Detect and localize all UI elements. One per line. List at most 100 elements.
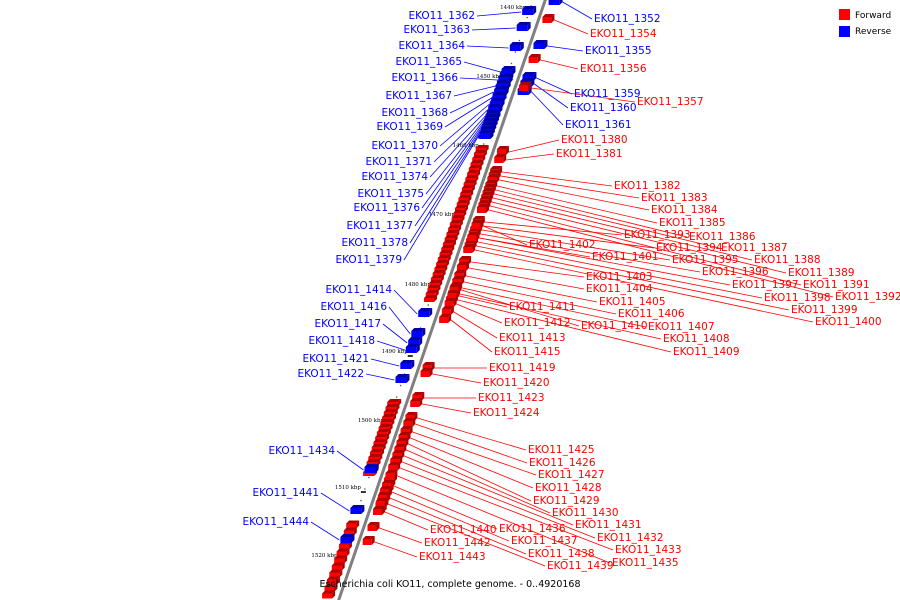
gene-label-eko11-1400[interactable]: EKO11_1400	[815, 316, 882, 328]
gene-label-eko11-1356[interactable]: EKO11_1356	[580, 63, 647, 75]
gene-label-eko11-1393[interactable]: EKO11_1393	[624, 229, 691, 241]
gene-label-eko11-1352[interactable]: EKO11_1352	[594, 13, 661, 25]
gene-label-eko11-1355[interactable]: EKO11_1355	[585, 45, 652, 57]
gene-label-eko11-1396[interactable]: EKO11_1396	[702, 266, 769, 278]
gene-label-eko11-1398[interactable]: EKO11_1398	[764, 292, 831, 304]
gene-label-eko11-1444[interactable]: EKO11_1444	[242, 516, 309, 528]
gene-label-eko11-1440[interactable]: EKO11_1440	[430, 524, 497, 536]
gene-label-eko11-1410[interactable]: EKO11_1410	[581, 320, 648, 332]
gene-label-eko11-1382[interactable]: EKO11_1382	[614, 180, 681, 192]
gene-label-eko11-1427[interactable]: EKO11_1427	[538, 469, 605, 481]
gene-label-eko11-1391[interactable]: EKO11_1391	[803, 279, 870, 291]
gene-label-eko11-1395[interactable]: EKO11_1395	[672, 254, 739, 266]
gene-label-eko11-1387[interactable]: EKO11_1387	[721, 242, 788, 254]
gene-label-eko11-1385[interactable]: EKO11_1385	[659, 217, 726, 229]
gene-label-eko11-1436[interactable]: EKO11_1436	[499, 523, 566, 535]
gene-label-eko11-1414[interactable]: EKO11_1414	[325, 284, 392, 296]
gene-label-eko11-1418[interactable]: EKO11_1418	[308, 335, 375, 347]
gene-label-eko11-1376[interactable]: EKO11_1376	[353, 202, 420, 214]
gene-label-eko11-1394[interactable]: EKO11_1394	[656, 242, 723, 254]
gene-label-eko11-1397[interactable]: EKO11_1397	[732, 279, 799, 291]
gene-label-eko11-1368[interactable]: EKO11_1368	[381, 107, 448, 119]
gene-label-eko11-1402[interactable]: EKO11_1402	[529, 239, 596, 251]
gene-label-eko11-1437[interactable]: EKO11_1437	[511, 535, 578, 547]
gene-label-eko11-1430[interactable]: EKO11_1430	[552, 507, 619, 519]
gene-label-eko11-1354[interactable]: EKO11_1354	[590, 28, 657, 40]
gene-label-eko11-1406[interactable]: EKO11_1406	[618, 308, 685, 320]
gene-label-eko11-1417[interactable]: EKO11_1417	[314, 318, 381, 330]
gene-feature	[340, 534, 355, 543]
gene-label-eko11-1369[interactable]: EKO11_1369	[376, 121, 443, 133]
gene-label-eko11-1415[interactable]: EKO11_1415	[494, 346, 561, 358]
gene-label-eko11-1441[interactable]: EKO11_1441	[252, 487, 319, 499]
gene-label-eko11-1407[interactable]: EKO11_1407	[648, 321, 715, 333]
gene-label-eko11-1420[interactable]: EKO11_1420	[483, 377, 550, 389]
gene-label-eko11-1392[interactable]: EKO11_1392	[835, 291, 900, 303]
gene-label-eko11-1389[interactable]: EKO11_1389	[788, 267, 855, 279]
tick-label: 1470 kbp	[429, 212, 456, 218]
gene-label-eko11-1434[interactable]: EKO11_1434	[268, 445, 335, 457]
gene-label-eko11-1371[interactable]: EKO11_1371	[365, 156, 432, 168]
gene-label-eko11-1433[interactable]: EKO11_1433	[615, 544, 682, 556]
gene-label-eko11-1359[interactable]: EKO11_1359	[574, 88, 641, 100]
leader-line	[497, 185, 658, 224]
gene-label-eko11-1366[interactable]: EKO11_1366	[391, 72, 458, 84]
gene-label-eko11-1357[interactable]: EKO11_1357	[637, 96, 704, 108]
gene-label-eko11-1432[interactable]: EKO11_1432	[597, 532, 664, 544]
gene-label-eko11-1405[interactable]: EKO11_1405	[599, 296, 666, 308]
gene-label-eko11-1443[interactable]: EKO11_1443	[419, 551, 486, 563]
gene-label-eko11-1403[interactable]: EKO11_1403	[586, 271, 653, 283]
gene-label-eko11-1399[interactable]: EKO11_1399	[791, 304, 858, 316]
gene-label-eko11-1442[interactable]: EKO11_1442	[424, 537, 491, 549]
gene-label-eko11-1370[interactable]: EKO11_1370	[371, 140, 438, 152]
gene-label-eko11-1419[interactable]: EKO11_1419	[489, 362, 556, 374]
gene-label-eko11-1423[interactable]: EKO11_1423	[478, 392, 545, 404]
gene-label-eko11-1426[interactable]: EKO11_1426	[529, 457, 596, 469]
gene-label-eko11-1411[interactable]: EKO11_1411	[509, 301, 576, 313]
gene-label-eko11-1439[interactable]: EKO11_1439	[547, 560, 614, 572]
gene-label-eko11-1401[interactable]: EKO11_1401	[592, 251, 659, 263]
gene-label-eko11-1361[interactable]: EKO11_1361	[565, 119, 632, 131]
gene-label-eko11-1378[interactable]: EKO11_1378	[341, 237, 408, 249]
gene-label-eko11-1404[interactable]: EKO11_1404	[586, 283, 653, 295]
gene-label-eko11-1409[interactable]: EKO11_1409	[673, 346, 740, 358]
gene-label-eko11-1386[interactable]: EKO11_1386	[689, 231, 756, 243]
gene-label-eko11-1363[interactable]: EKO11_1363	[403, 24, 470, 36]
gene-label-eko11-1374[interactable]: EKO11_1374	[361, 171, 428, 183]
gene-label-eko11-1384[interactable]: EKO11_1384	[651, 204, 718, 216]
leader-line	[484, 221, 623, 236]
gene-labels: EKO11_1362 EKO11_1363 EKO11_1364 EKO11_1365…	[242, 10, 900, 572]
gene-label-eko11-1431[interactable]: EKO11_1431	[575, 519, 642, 531]
gene-label-eko11-1413[interactable]: EKO11_1413	[499, 332, 566, 344]
leader-line	[459, 293, 662, 340]
gene-feature	[463, 244, 476, 253]
gene-label-eko11-1408[interactable]: EKO11_1408	[663, 333, 730, 345]
gene-label-eko11-1380[interactable]: EKO11_1380	[561, 134, 628, 146]
gene-label-eko11-1421[interactable]: EKO11_1421	[302, 353, 369, 365]
gene-label-eko11-1435[interactable]: EKO11_1435	[612, 557, 679, 569]
tick-label: 1480 kbp	[405, 282, 432, 288]
leader-line	[530, 87, 636, 103]
gene-label-eko11-1429[interactable]: EKO11_1429	[533, 495, 600, 507]
gene-label-eko11-1412[interactable]: EKO11_1412	[504, 317, 571, 329]
gene-label-eko11-1367[interactable]: EKO11_1367	[385, 90, 452, 102]
minor-tick	[514, 51, 517, 53]
gene-label-eko11-1375[interactable]: EKO11_1375	[357, 188, 424, 200]
leader-line	[493, 197, 753, 261]
gene-label-eko11-1381[interactable]: EKO11_1381	[556, 148, 623, 160]
gene-label-eko11-1388[interactable]: EKO11_1388	[754, 254, 821, 266]
gene-label-eko11-1362[interactable]: EKO11_1362	[408, 10, 475, 22]
leader-line	[459, 295, 508, 308]
gene-label-eko11-1379[interactable]: EKO11_1379	[335, 254, 402, 266]
gene-label-eko11-1428[interactable]: EKO11_1428	[535, 482, 602, 494]
gene-label-eko11-1425[interactable]: EKO11_1425	[528, 444, 595, 456]
gene-label-eko11-1360[interactable]: EKO11_1360	[570, 102, 637, 114]
gene-label-eko11-1422[interactable]: EKO11_1422	[297, 368, 364, 380]
gene-label-eko11-1424[interactable]: EKO11_1424	[473, 407, 540, 419]
gene-label-eko11-1438[interactable]: EKO11_1438	[528, 548, 595, 560]
gene-label-eko11-1365[interactable]: EKO11_1365	[395, 56, 462, 68]
gene-label-eko11-1377[interactable]: EKO11_1377	[346, 220, 413, 232]
gene-label-eko11-1364[interactable]: EKO11_1364	[398, 40, 465, 52]
gene-label-eko11-1383[interactable]: EKO11_1383	[641, 192, 708, 204]
gene-label-eko11-1416[interactable]: EKO11_1416	[320, 301, 387, 313]
